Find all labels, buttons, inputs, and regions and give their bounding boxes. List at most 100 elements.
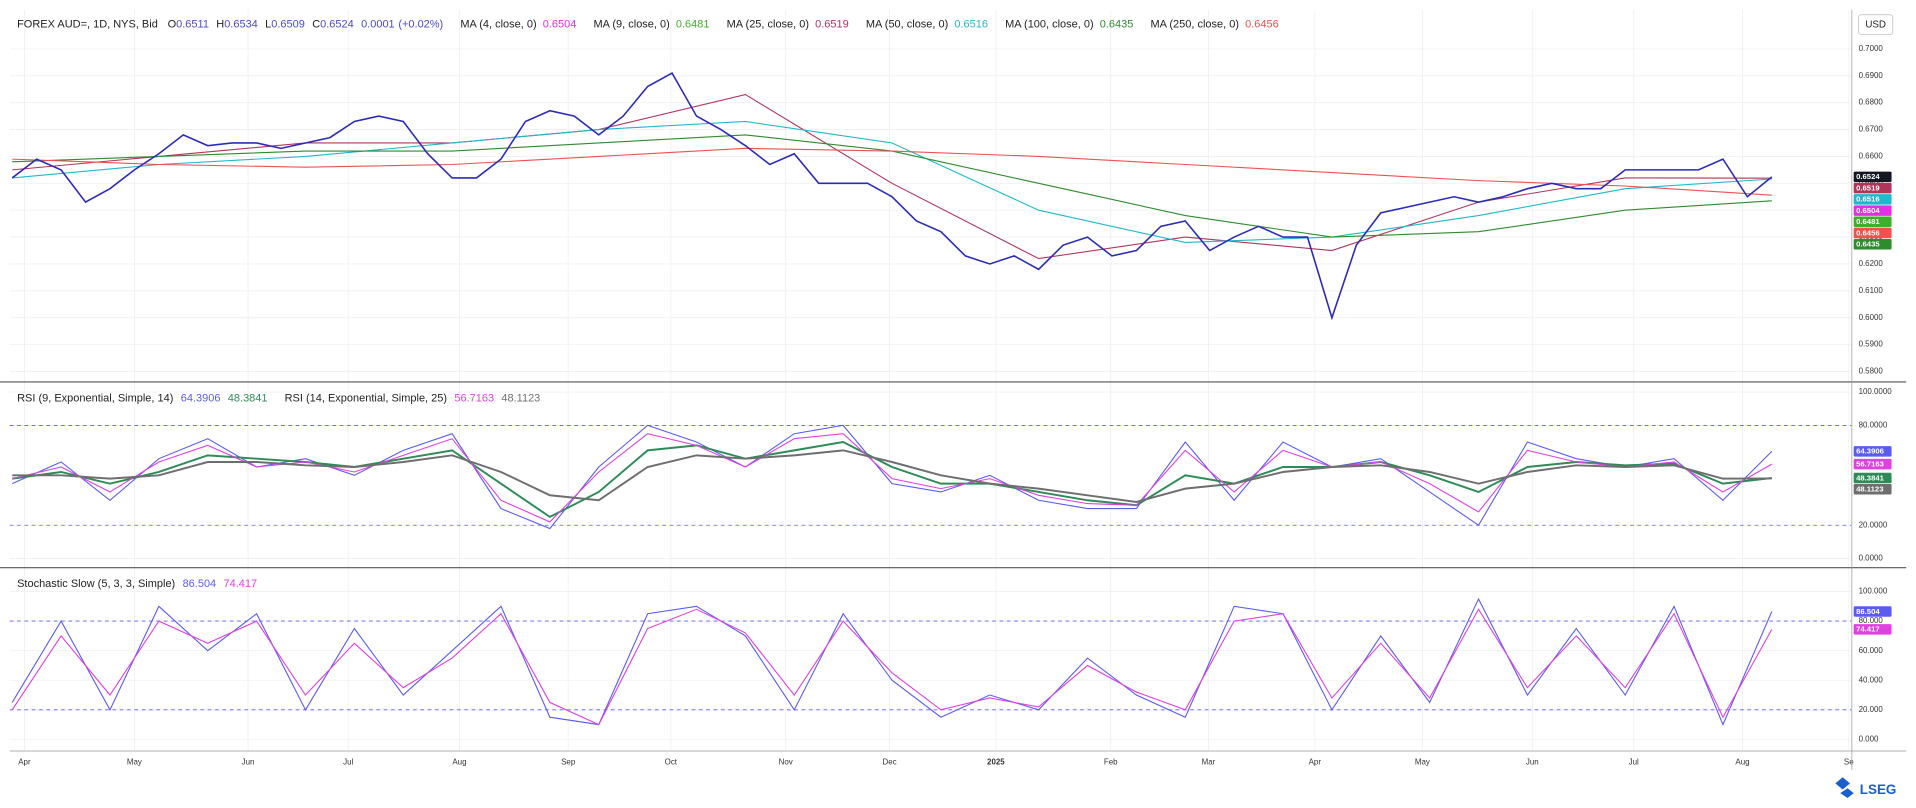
indicator-line bbox=[11, 424, 1773, 530]
x-tick-label: May bbox=[1415, 758, 1430, 767]
currency-box[interactable] bbox=[1858, 14, 1894, 35]
ohlc-label: L bbox=[265, 18, 271, 30]
y-tick-label: 60.000 bbox=[1859, 646, 1884, 655]
legend-value: 0.6516 bbox=[954, 18, 988, 30]
logo: LSEG bbox=[1835, 777, 1897, 799]
value-tag bbox=[1853, 194, 1892, 205]
value-tag-label: 86.504 bbox=[1856, 607, 1880, 616]
value-tag-label: 0.6481 bbox=[1856, 217, 1880, 226]
logo-icon bbox=[1835, 777, 1854, 799]
value-tag-label: 74.417 bbox=[1856, 625, 1880, 634]
y-tick-label: 0.6600 bbox=[1859, 152, 1884, 161]
y-tick-label: 0.6900 bbox=[1859, 71, 1884, 80]
value-tag bbox=[1853, 239, 1892, 250]
legend-value: 0.6456 bbox=[1245, 18, 1279, 30]
legend-name: MA (9, close, 0) bbox=[593, 18, 669, 30]
value-tag-label: 0.6519 bbox=[1856, 183, 1880, 192]
x-tick-label: Sep bbox=[561, 758, 576, 767]
y-tick-label: 0.6000 bbox=[1859, 313, 1884, 322]
indicator-line bbox=[11, 597, 1773, 727]
ohlc-label: O bbox=[168, 18, 177, 30]
legend-value: 0.6435 bbox=[1100, 18, 1134, 30]
x-tick-label: May bbox=[127, 758, 142, 767]
x-tick-label: Apr bbox=[18, 758, 31, 767]
legend-name: MA (250, close, 0) bbox=[1150, 18, 1239, 30]
ohlc-value: 0.6511 bbox=[176, 18, 209, 30]
x-tick-label: Dec bbox=[883, 758, 897, 767]
value-tag-label: 0.6456 bbox=[1856, 228, 1880, 237]
y-tick-label: 80.000 bbox=[1859, 616, 1884, 625]
x-tick-label: Oct bbox=[665, 758, 678, 767]
x-tick-label: Nov bbox=[779, 758, 793, 767]
x-tick-label: Feb bbox=[1104, 758, 1118, 767]
value-tag-label: 48.3841 bbox=[1856, 473, 1885, 482]
logo-text: LSEG bbox=[1860, 782, 1897, 797]
ohlc-value: 0.6509 bbox=[271, 18, 305, 30]
x-tick-label: Apr bbox=[1309, 758, 1322, 767]
value-tag-label: 0.6504 bbox=[1856, 206, 1880, 215]
y-tick-label: 20.0000 bbox=[1859, 520, 1888, 529]
value-tag bbox=[1853, 205, 1892, 216]
y-tick-label: 0.000 bbox=[1859, 734, 1879, 743]
y-tick-label: 0.6700 bbox=[1859, 125, 1884, 134]
value-tag bbox=[1853, 483, 1892, 495]
value-tag bbox=[1853, 171, 1892, 183]
legend-name: MA (50, close, 0) bbox=[866, 18, 948, 30]
y-tick-label: 40.000 bbox=[1859, 675, 1884, 684]
change-percent: (+0.02%) bbox=[398, 18, 443, 30]
y-tick-label: 0.6800 bbox=[1859, 98, 1884, 107]
value-tag bbox=[1853, 606, 1892, 617]
value-tag bbox=[1853, 227, 1892, 239]
y-tick-label: 0.7000 bbox=[1859, 44, 1884, 53]
x-tick-label: Se bbox=[1844, 758, 1854, 767]
price-line bbox=[11, 72, 1773, 321]
ma-line bbox=[12, 147, 1772, 196]
marks bbox=[11, 72, 1773, 727]
legend-value: 0.6504 bbox=[543, 18, 577, 30]
indicator-line bbox=[11, 608, 1773, 726]
x-tick-label: Mar bbox=[1202, 758, 1216, 767]
ohlc-label: C bbox=[312, 18, 320, 30]
value-tag bbox=[1853, 182, 1892, 194]
legend-value: 0.6519 bbox=[815, 18, 849, 30]
legend-value: 86.504 bbox=[183, 578, 217, 590]
y-tick-label: 0.5800 bbox=[1859, 367, 1884, 376]
legend-value: 74.417 bbox=[224, 578, 258, 590]
x-tick-label: Jun bbox=[242, 758, 255, 767]
value-tag-label: 0.6435 bbox=[1856, 240, 1880, 249]
value-tag-label: 56.7163 bbox=[1856, 460, 1884, 469]
y-tick-label: 0.5900 bbox=[1859, 340, 1884, 349]
value-tag-label: 64.3906 bbox=[1856, 447, 1884, 456]
currency: USD bbox=[1865, 20, 1886, 31]
indicator-name: RSI (9, Exponential, Simple, 14) bbox=[17, 392, 173, 404]
value-tag bbox=[1853, 458, 1892, 470]
legend-name: MA (4, close, 0) bbox=[460, 18, 536, 30]
y-tick-label: 20.000 bbox=[1859, 705, 1884, 714]
legend-value: 56.7163 bbox=[454, 392, 494, 404]
ma-line bbox=[12, 120, 1772, 244]
x-tick-label: Jul bbox=[343, 758, 353, 767]
change-value: 0.0001 bbox=[361, 18, 395, 30]
y-tick-label: 80.0000 bbox=[1859, 420, 1888, 429]
x-tick-label: Aug bbox=[452, 758, 466, 767]
indicator-line bbox=[12, 433, 1773, 523]
y-tick-label: 0.6100 bbox=[1859, 286, 1884, 295]
value-tag bbox=[1853, 216, 1892, 228]
legend-name: MA (25, close, 0) bbox=[727, 18, 809, 30]
x-tick-label: Aug bbox=[1735, 758, 1749, 767]
x-tick-label: 2025 bbox=[987, 758, 1005, 767]
legend-value: 48.1123 bbox=[501, 392, 540, 404]
value-tag bbox=[1853, 446, 1892, 457]
legend-value: 64.3906 bbox=[181, 392, 221, 404]
pane-legend: Stochastic Slow (5, 3, 3, Simple) 86.504 7… bbox=[17, 578, 257, 590]
chart-header: FOREX AUD=, 1D, NYS, Bid O0.6511 H0.6534 L0… bbox=[17, 18, 1279, 30]
y-tick-label: 0.6200 bbox=[1859, 259, 1884, 268]
legend-value: 0.6481 bbox=[676, 18, 710, 30]
value-tag-label: 48.1123 bbox=[1856, 485, 1883, 494]
value-tag-label: 0.6524 bbox=[1856, 172, 1880, 181]
legend-name: MA (100, close, 0) bbox=[1005, 18, 1094, 30]
y-tick-label: 100.000 bbox=[1859, 587, 1888, 596]
legend-value: 48.3841 bbox=[228, 392, 268, 404]
